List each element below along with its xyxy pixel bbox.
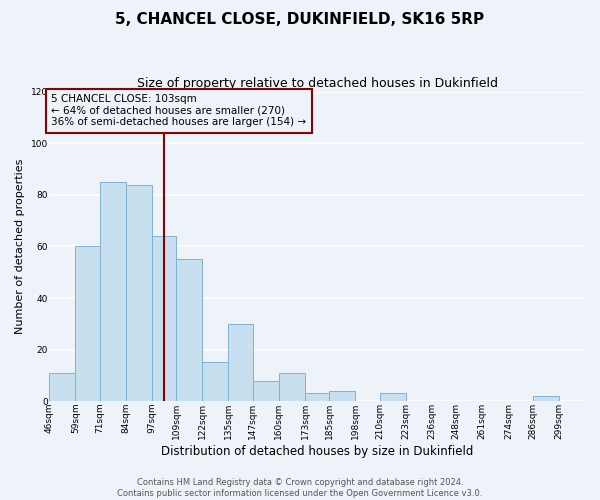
Text: 5 CHANCEL CLOSE: 103sqm
← 64% of detached houses are smaller (270)
36% of semi-d: 5 CHANCEL CLOSE: 103sqm ← 64% of detache… [51, 94, 307, 128]
Bar [279, 373, 305, 401]
Bar [152, 236, 176, 401]
Bar [126, 184, 152, 401]
Title: Size of property relative to detached houses in Dukinfield: Size of property relative to detached ho… [137, 78, 497, 90]
Bar [100, 182, 126, 401]
Bar [202, 362, 229, 401]
Text: Contains HM Land Registry data © Crown copyright and database right 2024.
Contai: Contains HM Land Registry data © Crown c… [118, 478, 482, 498]
Bar [76, 246, 100, 401]
Bar [329, 391, 355, 401]
Bar [305, 394, 329, 401]
Y-axis label: Number of detached properties: Number of detached properties [15, 158, 25, 334]
Bar [533, 396, 559, 401]
Bar [380, 394, 406, 401]
Bar [253, 380, 279, 401]
X-axis label: Distribution of detached houses by size in Dukinfield: Distribution of detached houses by size … [161, 444, 473, 458]
Bar [176, 260, 202, 401]
Bar [49, 373, 76, 401]
Text: 5, CHANCEL CLOSE, DUKINFIELD, SK16 5RP: 5, CHANCEL CLOSE, DUKINFIELD, SK16 5RP [115, 12, 485, 28]
Bar [229, 324, 253, 401]
